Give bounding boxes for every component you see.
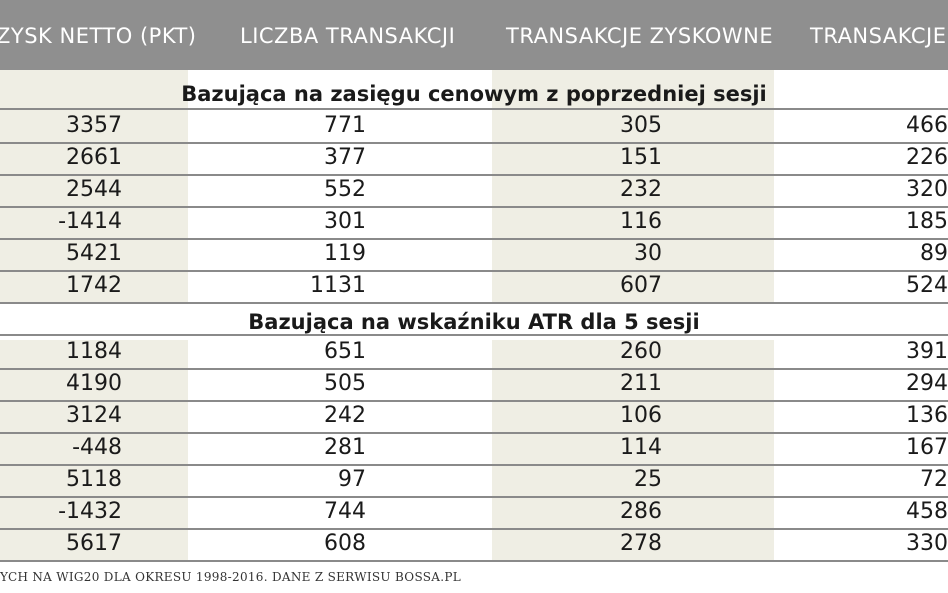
- cell-net-profit: 1742: [66, 273, 122, 298]
- cell-profitable: 106: [620, 403, 662, 428]
- table-header: ZYSK NETTO (PKT) LICZBA TRANSAKCJI TRANS…: [0, 0, 948, 70]
- table-row: 4190 505 211 294: [0, 368, 948, 402]
- cell-loss: 226: [906, 145, 948, 170]
- cell-transaction-count: 119: [324, 241, 366, 266]
- cell-net-profit: 3124: [66, 403, 122, 428]
- cell-profitable: 607: [620, 273, 662, 298]
- table-row: -1414 301 116 185: [0, 206, 948, 240]
- cell-net-profit: 4190: [66, 371, 122, 396]
- cell-transaction-count: 242: [324, 403, 366, 428]
- cell-net-profit: 2544: [66, 177, 122, 202]
- cell-loss: 320: [906, 177, 948, 202]
- table-row: 2661 377 151 226: [0, 142, 948, 176]
- cell-transaction-count: 97: [338, 467, 366, 492]
- source-note: YCH NA WIG20 DLA OKRESU 1998-2016. DANE …: [0, 570, 461, 584]
- table-row: -448 281 114 167: [0, 432, 948, 466]
- cell-profitable: 260: [620, 339, 662, 364]
- cell-net-profit: -1432: [58, 499, 122, 524]
- cell-transaction-count: 744: [324, 499, 366, 524]
- table-row: 1742 1131 607 524: [0, 270, 948, 304]
- cell-net-profit: -1414: [58, 209, 122, 234]
- cell-loss: 89: [920, 241, 948, 266]
- cell-loss: 466: [906, 113, 948, 138]
- table-footer: YCH NA WIG20 DLA OKRESU 1998-2016. DANE …: [0, 560, 948, 593]
- table-row: 5118 97 25 72: [0, 464, 948, 498]
- cell-transaction-count: 651: [324, 339, 366, 364]
- cell-transaction-count: 377: [324, 145, 366, 170]
- cell-net-profit: 1184: [66, 339, 122, 364]
- header-net-profit: ZYSK NETTO (PKT): [0, 24, 197, 48]
- cell-net-profit: 3357: [66, 113, 122, 138]
- table-row: -1432 744 286 458: [0, 496, 948, 530]
- table-row: 3124 242 106 136: [0, 400, 948, 434]
- table-row: 3357 771 305 466: [0, 110, 948, 144]
- cell-transaction-count: 301: [324, 209, 366, 234]
- cell-profitable: 278: [620, 531, 662, 556]
- cell-loss: 185: [906, 209, 948, 234]
- table-row: 2544 552 232 320: [0, 174, 948, 208]
- cell-profitable: 116: [620, 209, 662, 234]
- cell-profitable: 286: [620, 499, 662, 524]
- table-row: 1184 651 260 391: [0, 336, 948, 370]
- cell-profitable: 305: [620, 113, 662, 138]
- cell-net-profit: 5421: [66, 241, 122, 266]
- cell-profitable: 211: [620, 371, 662, 396]
- table-row: 5617 608 278 330: [0, 528, 948, 560]
- cell-transaction-count: 771: [324, 113, 366, 138]
- cell-transaction-count: 608: [324, 531, 366, 556]
- cell-net-profit: 2661: [66, 145, 122, 170]
- cell-net-profit: -448: [72, 435, 122, 460]
- cell-transaction-count: 552: [324, 177, 366, 202]
- cell-loss: 167: [906, 435, 948, 460]
- cell-profitable: 232: [620, 177, 662, 202]
- cell-net-profit: 5118: [66, 467, 122, 492]
- cell-profitable: 25: [634, 467, 662, 492]
- cell-loss: 294: [906, 371, 948, 396]
- cell-transaction-count: 1131: [310, 273, 366, 298]
- cell-loss: 136: [906, 403, 948, 428]
- table-row: 5421 119 30 89: [0, 238, 948, 272]
- cell-profitable: 30: [634, 241, 662, 266]
- cell-transaction-count: 281: [324, 435, 366, 460]
- header-transaction-count: LICZBA TRANSAKCJI: [240, 24, 456, 48]
- cell-loss: 330: [906, 531, 948, 556]
- header-profitable-transactions: TRANSAKCJE ZYSKOWNE: [506, 24, 774, 48]
- section-title-range: Bazująca na zasięgu cenowym z poprzednie…: [181, 82, 767, 106]
- cell-loss: 72: [920, 467, 948, 492]
- cell-transaction-count: 505: [324, 371, 366, 396]
- cell-profitable: 151: [620, 145, 662, 170]
- cell-loss: 524: [906, 273, 948, 298]
- cell-loss: 458: [906, 499, 948, 524]
- cell-net-profit: 5617: [66, 531, 122, 556]
- divider: [0, 108, 948, 110]
- cell-loss: 391: [906, 339, 948, 364]
- header-loss-transactions: TRANSAKCJE S: [810, 24, 948, 48]
- cell-profitable: 114: [620, 435, 662, 460]
- divider: [0, 334, 948, 336]
